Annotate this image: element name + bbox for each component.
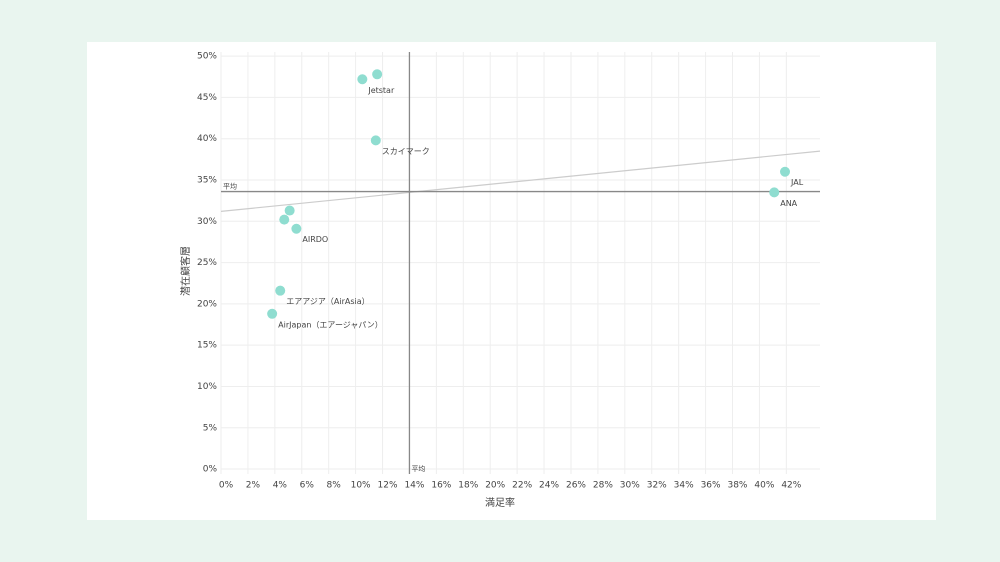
point <box>279 214 290 225</box>
y-tick-label: 0% <box>203 465 218 475</box>
point <box>370 135 381 146</box>
point-label: Jetstar <box>367 86 395 95</box>
y-tick-label: 25% <box>197 258 217 268</box>
y-tick-label: 35% <box>197 176 217 186</box>
x-axis-title: 満足率 <box>485 496 515 509</box>
point <box>769 187 780 198</box>
y-tick-label: 5% <box>203 423 218 433</box>
point-label: スカイマーク <box>382 147 430 156</box>
x-tick-label: 6% <box>300 481 315 491</box>
average-label: 平均 <box>223 182 237 191</box>
x-tick-label: 2% <box>246 481 261 491</box>
point <box>357 74 368 85</box>
point <box>372 69 383 80</box>
y-tick-label: 40% <box>197 134 217 144</box>
point-label: AIRDO <box>302 235 328 244</box>
x-tick-label: 38% <box>727 481 747 491</box>
x-tick-label: 4% <box>273 481 288 491</box>
point <box>284 205 295 216</box>
x-tick-label: 30% <box>620 481 640 491</box>
x-tick-label: 26% <box>566 481 586 491</box>
point-label: エアアジア（AirAsia） <box>286 297 369 306</box>
average-label: 平均 <box>411 464 425 473</box>
panel <box>87 42 936 520</box>
x-tick-label: 36% <box>701 481 721 491</box>
point <box>291 223 302 234</box>
point <box>780 166 791 177</box>
point <box>275 285 286 296</box>
y-axis-title: 潜在顧客層 <box>179 246 192 296</box>
x-tick-label: 22% <box>512 481 532 491</box>
y-tick-label: 30% <box>197 217 217 227</box>
x-tick-label: 18% <box>458 481 478 491</box>
x-tick-label: 24% <box>539 481 559 491</box>
y-tick-label: 50% <box>197 52 217 62</box>
x-tick-label: 34% <box>674 481 694 491</box>
y-tick-label: 45% <box>197 93 217 103</box>
y-tick-label: 20% <box>197 299 217 309</box>
x-tick-label: 8% <box>327 481 342 491</box>
x-tick-label: 32% <box>647 481 667 491</box>
point-label: AirJapan（エアージャパン） <box>278 320 383 329</box>
point-label: ANA <box>780 199 797 208</box>
x-tick-label: 12% <box>378 481 398 491</box>
x-tick-label: 10% <box>351 481 371 491</box>
point <box>267 308 278 319</box>
x-tick-label: 14% <box>404 481 424 491</box>
x-tick-label: 42% <box>781 481 801 491</box>
trendline <box>220 150 821 212</box>
x-tick-label: 20% <box>485 481 505 491</box>
x-tick-label: 0% <box>219 481 234 491</box>
x-tick-label: 40% <box>754 481 774 491</box>
point-label: JAL <box>790 178 804 187</box>
y-tick-label: 15% <box>197 341 217 351</box>
y-tick-label: 10% <box>197 382 217 392</box>
x-tick-label: 16% <box>431 481 451 491</box>
x-tick-label: 28% <box>593 481 613 491</box>
